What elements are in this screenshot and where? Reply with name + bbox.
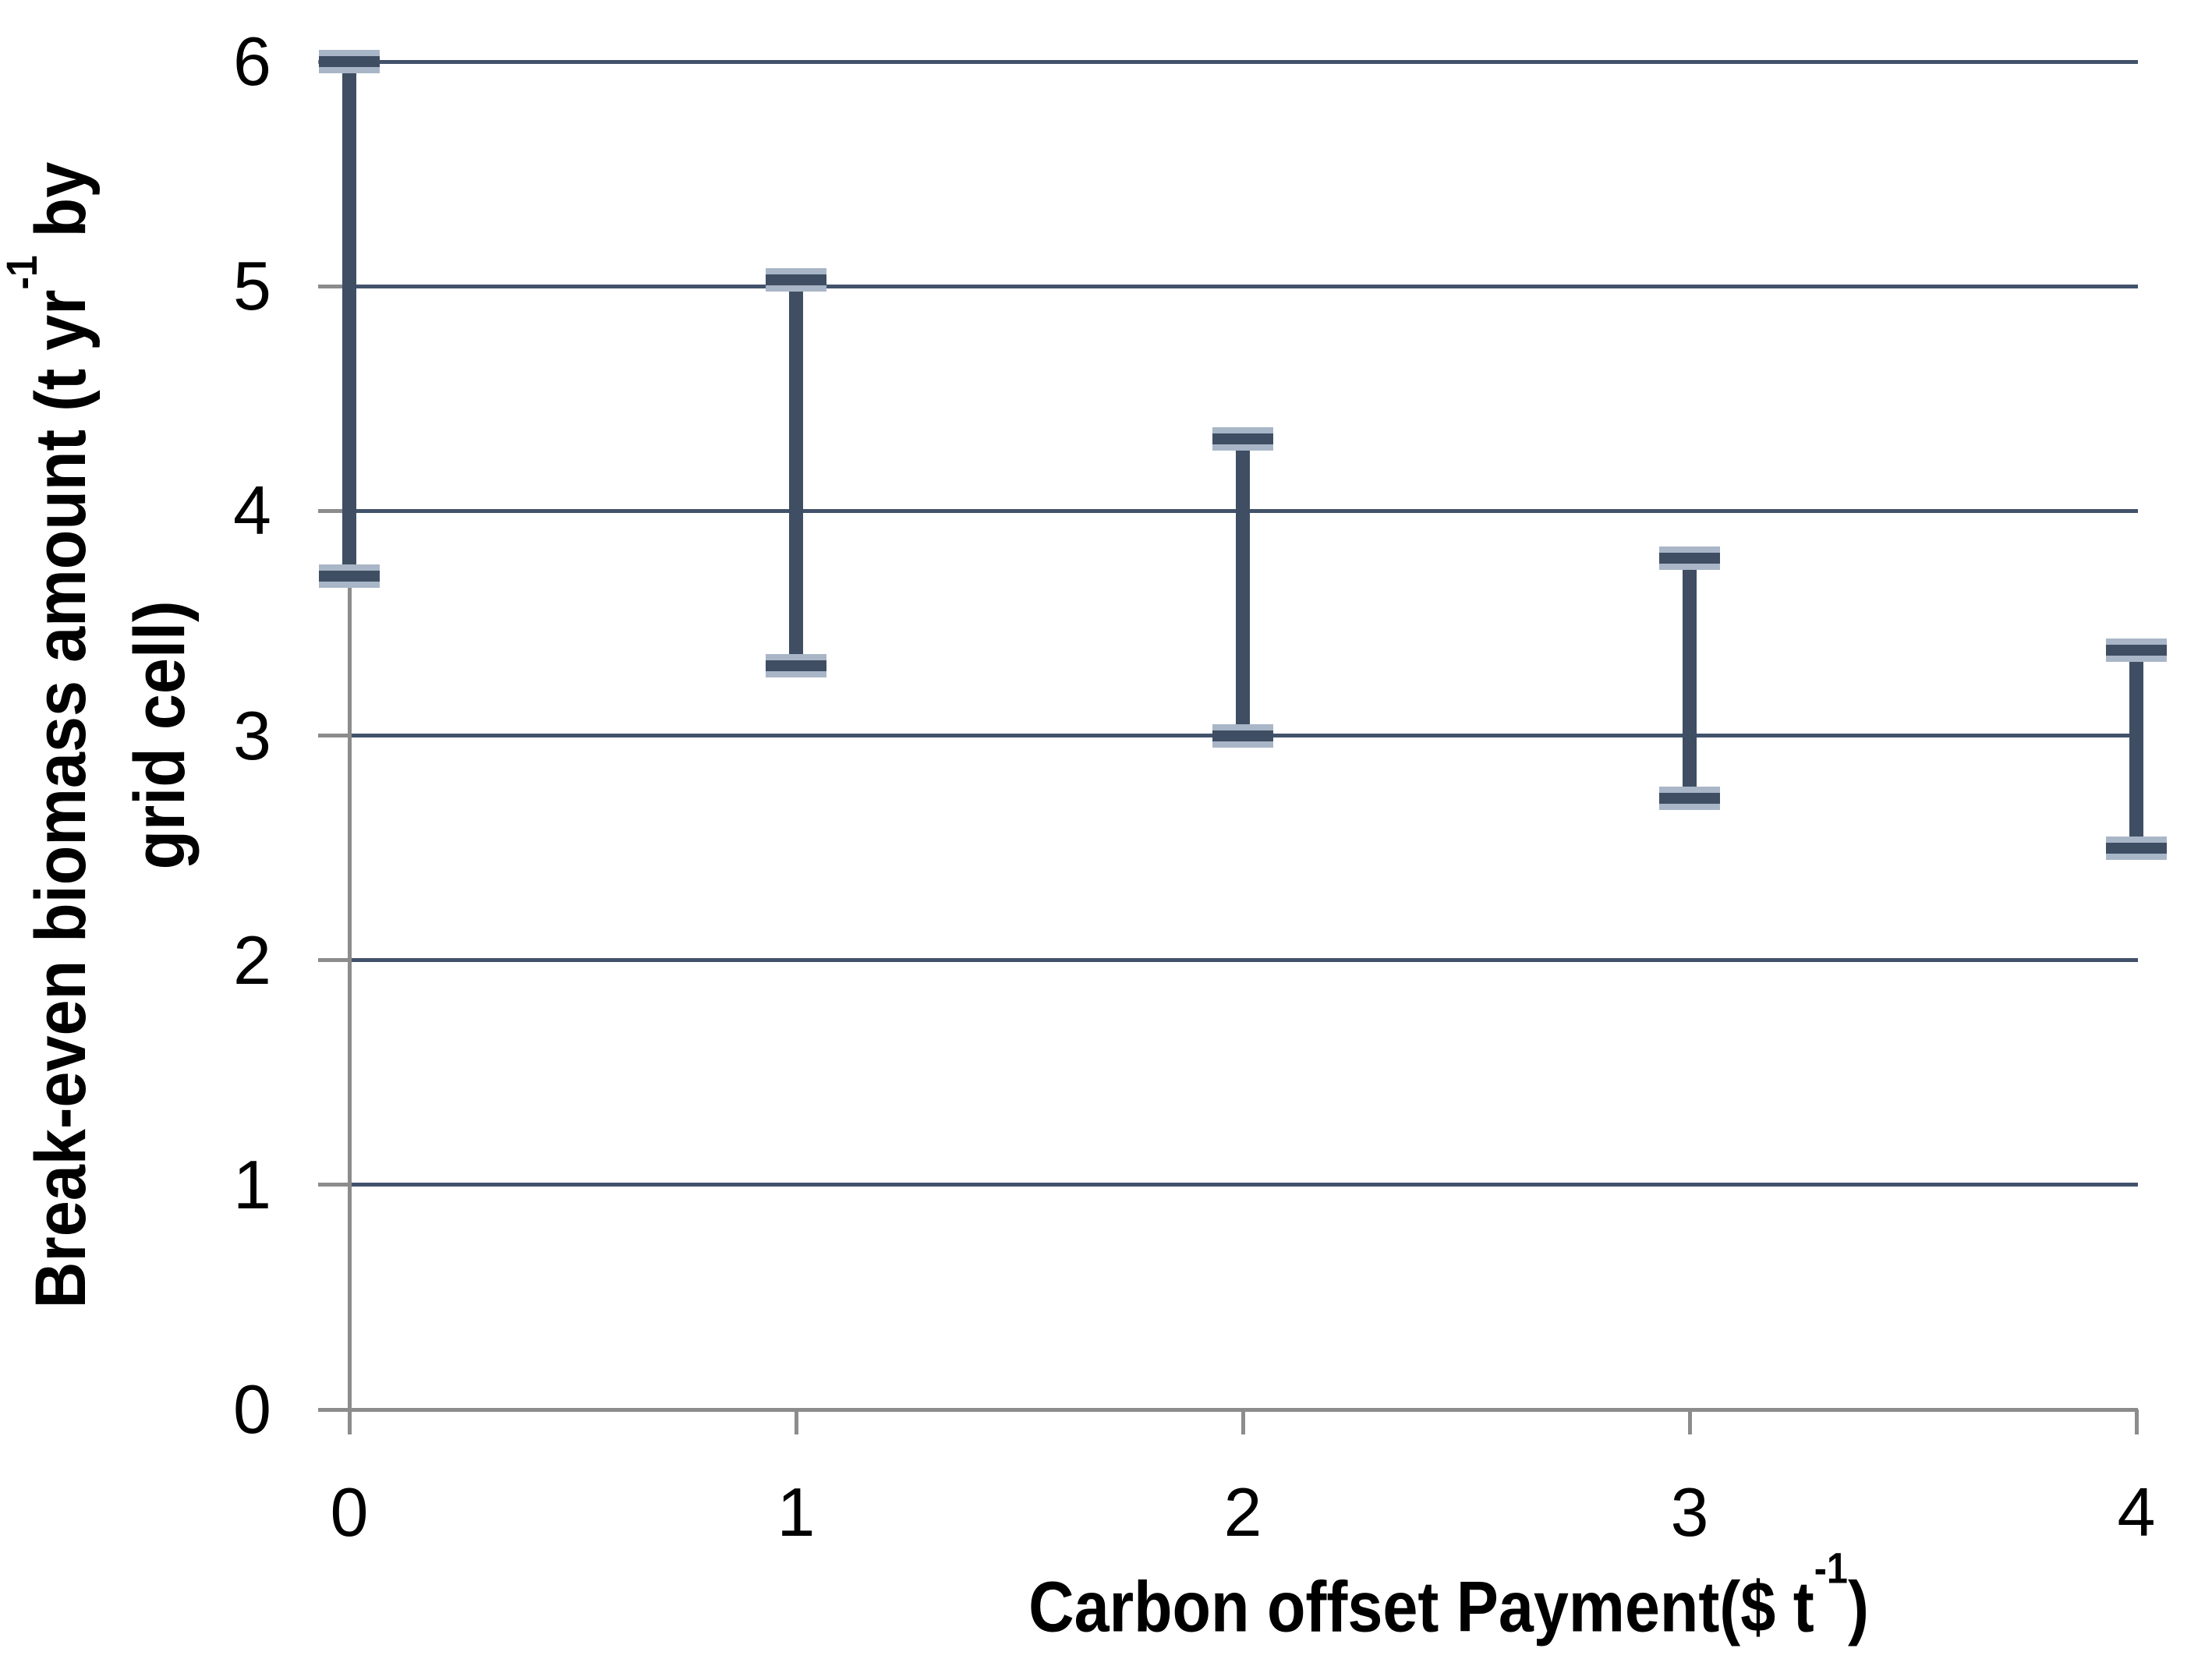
- y-axis-title-line2: grid cell): [120, 600, 200, 870]
- x-tick-label-3: 3: [1670, 1473, 1709, 1551]
- y-tick-label-1: 1: [233, 1145, 271, 1223]
- error-bar-cap-bottom-2: [1212, 723, 1273, 748]
- error-bar-cap-top-3: [1659, 546, 1720, 570]
- y-tick-5: [318, 284, 349, 288]
- error-bar-cap-top-1: [766, 267, 826, 292]
- y-tick-label-3: 3: [233, 696, 271, 774]
- y-tick-2: [318, 958, 349, 963]
- error-bar-cap-bottom-4: [2106, 836, 2167, 860]
- y-tick-0: [318, 1407, 349, 1412]
- x-tick-3: [1687, 1409, 1692, 1434]
- superscript-minus-one: -1: [0, 255, 47, 290]
- error-bar-stem-4: [2129, 649, 2143, 848]
- error-bar-stem-1: [789, 279, 803, 667]
- x-tick-label-0: 0: [330, 1473, 369, 1551]
- error-bar-cap-top-2: [1212, 427, 1273, 451]
- error-bar-stem-3: [1683, 557, 1697, 799]
- gridline-y1: [349, 1183, 2138, 1187]
- y-axis-title-line1: Break-even biomass amount (t yr-1 by: [0, 162, 101, 1309]
- gridline-y6: [349, 59, 2138, 64]
- y-tick-4: [318, 508, 349, 513]
- x-tick-0: [347, 1409, 352, 1434]
- error-bar-cap-bottom-0: [319, 564, 380, 588]
- x-tick-4: [2134, 1409, 2139, 1434]
- superscript-minus-one: -1: [1814, 1544, 1848, 1593]
- y-tick-label-2: 2: [233, 921, 271, 999]
- x-tick-2: [1240, 1409, 1245, 1434]
- gridline-y2: [349, 958, 2138, 963]
- error-bar-stem-0: [342, 62, 356, 576]
- error-bar-cap-top-4: [2106, 638, 2167, 662]
- y-tick-label-0: 0: [233, 1371, 271, 1448]
- error-bar-cap-top-0: [319, 50, 380, 73]
- y-tick-label-4: 4: [233, 472, 271, 550]
- x-tick-label-1: 1: [777, 1473, 816, 1551]
- y-tick-label-6: 6: [233, 23, 271, 100]
- gridline-y5: [349, 284, 2138, 288]
- y-tick-1: [318, 1183, 349, 1187]
- y-tick-3: [318, 734, 349, 737]
- y-axis-line: [348, 62, 352, 1412]
- error-bar-cap-bottom-1: [766, 654, 826, 678]
- x-tick-label-2: 2: [1223, 1473, 1262, 1551]
- error-bar-stem-2: [1236, 439, 1250, 736]
- y-axis-title: Break-even biomass amount (t yr-1 by gri…: [0, 0, 210, 1577]
- error-bar-cap-bottom-3: [1659, 787, 1720, 811]
- x-tick-1: [794, 1409, 798, 1434]
- x-tick-label-4: 4: [2117, 1473, 2156, 1551]
- y-tick-label-5: 5: [233, 247, 271, 325]
- x-axis-title: Carbon offset Payment($ t-1): [1028, 1544, 1869, 1647]
